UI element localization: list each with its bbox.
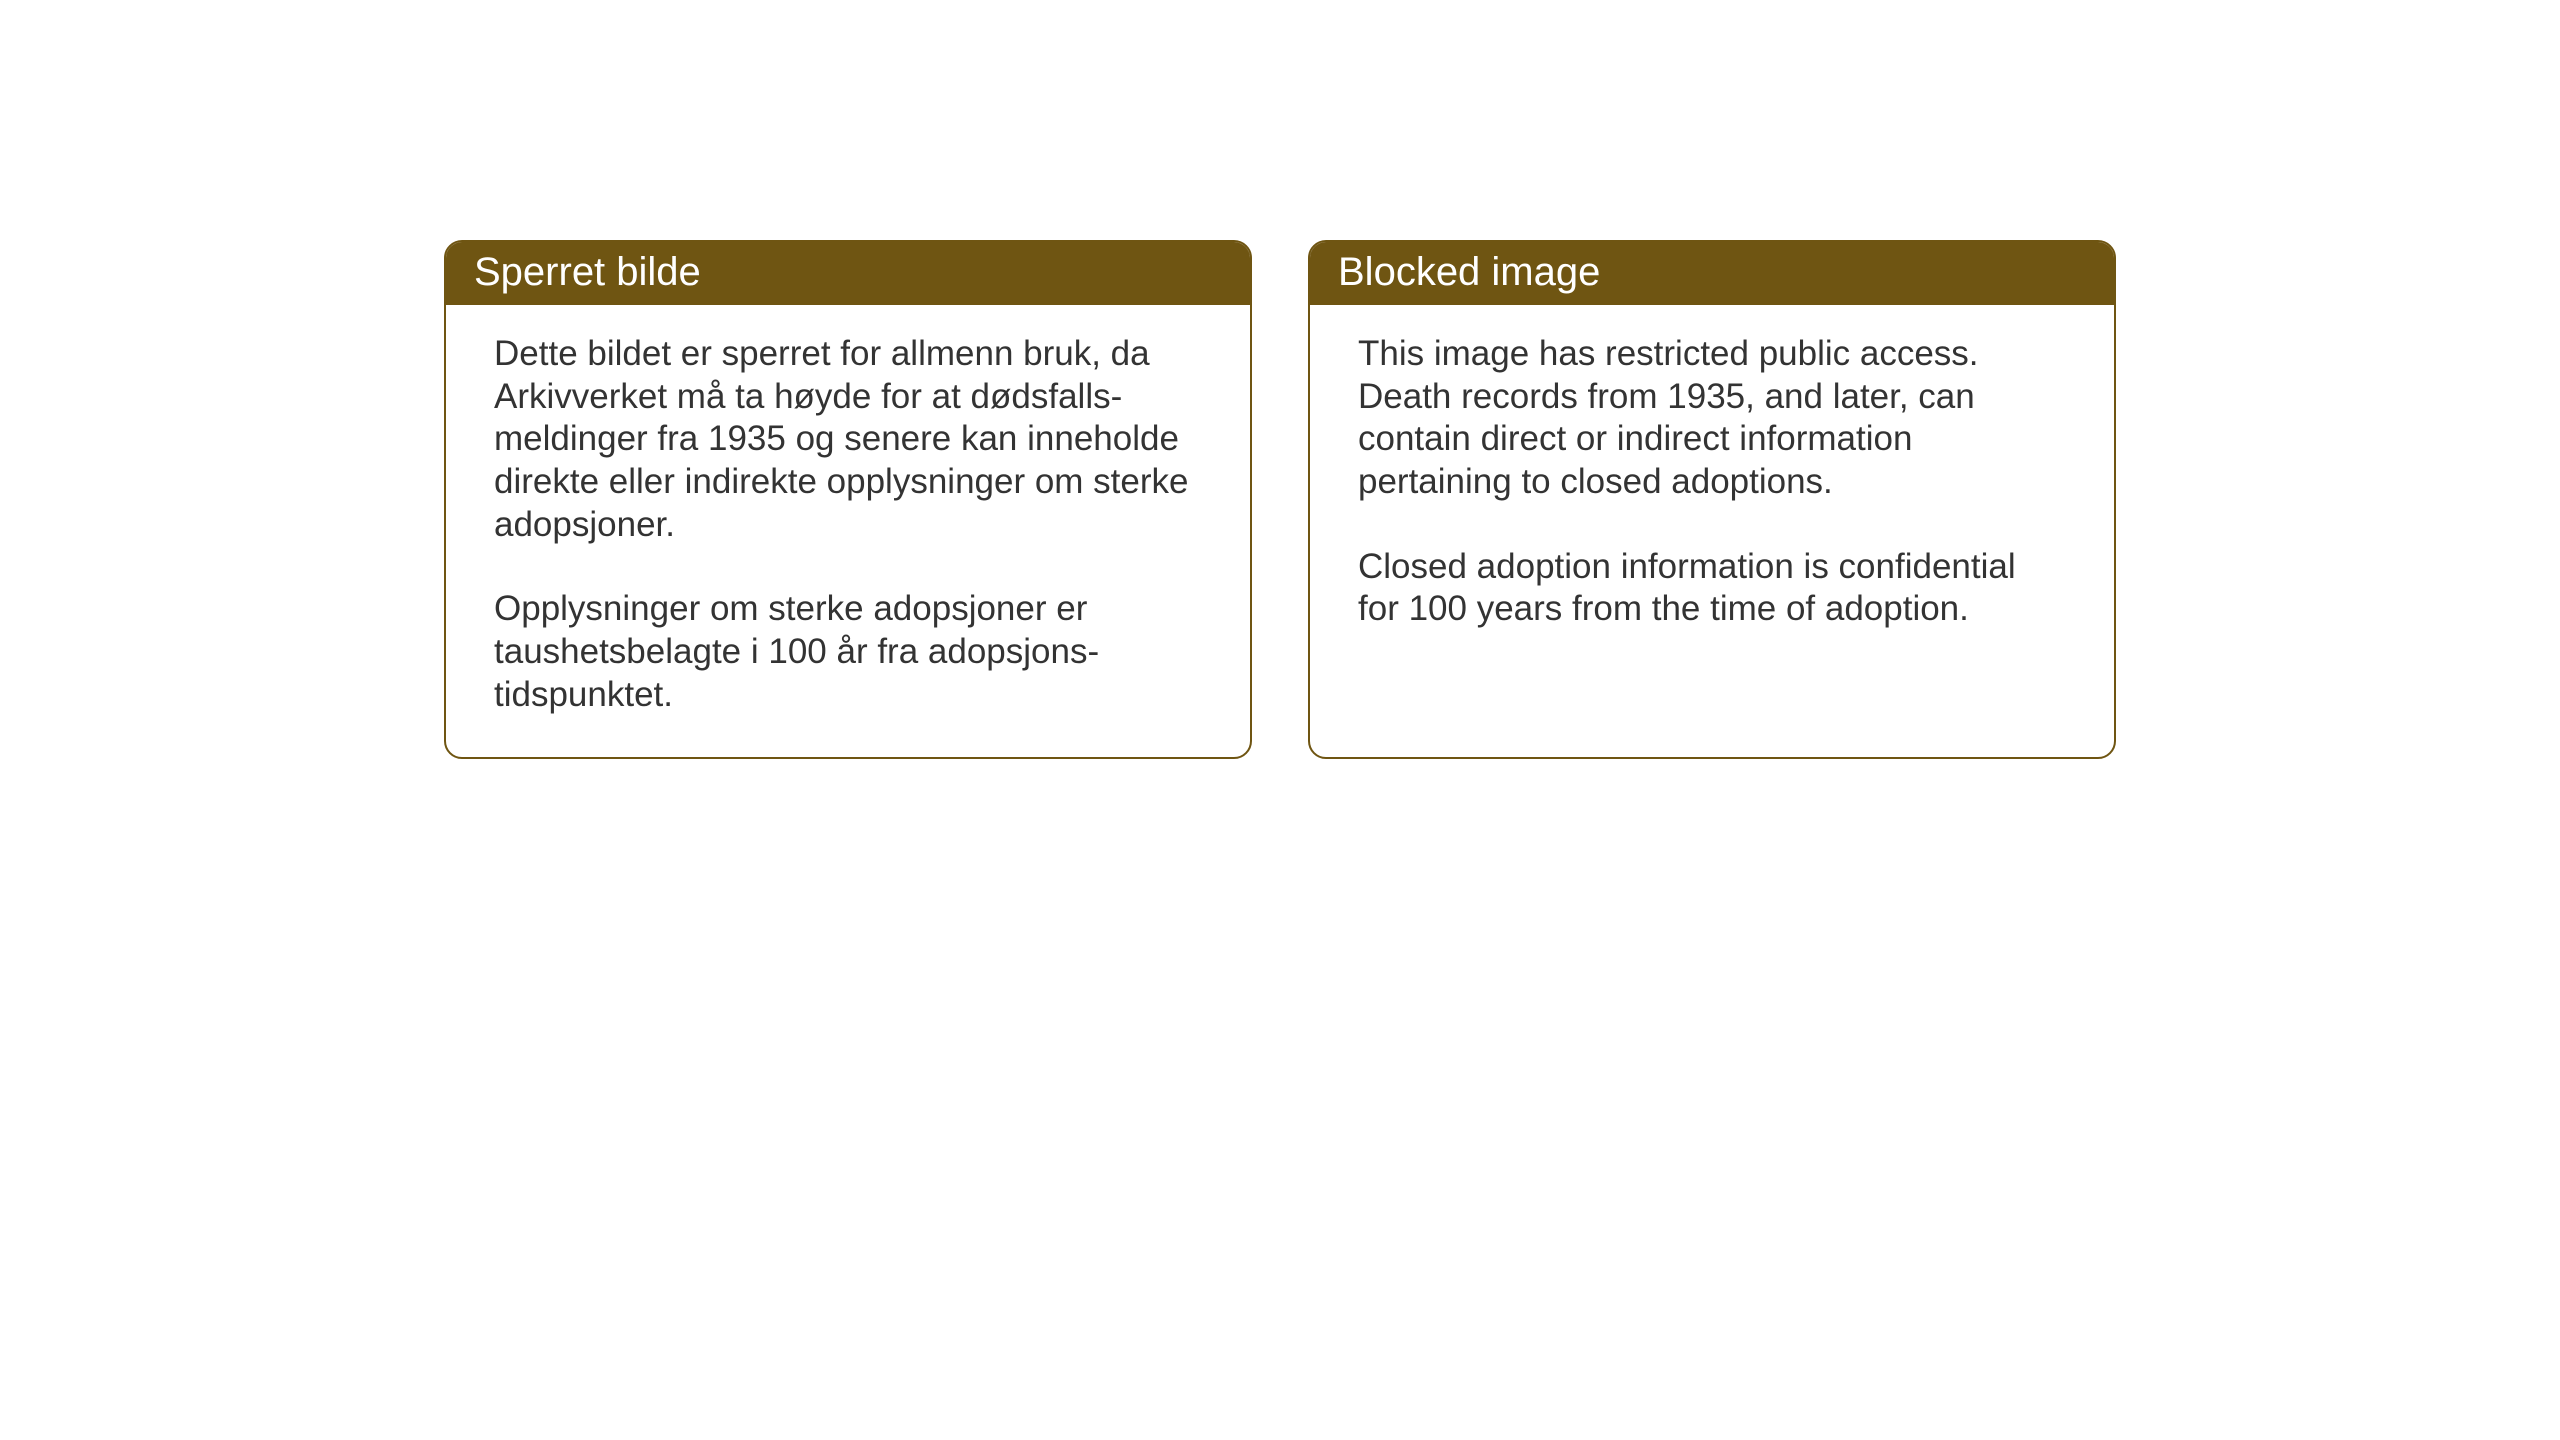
norwegian-card-header: Sperret bilde [446,242,1250,305]
norwegian-paragraph-1: Dette bildet er sperret for allmenn bruk… [494,333,1202,546]
english-card-header: Blocked image [1310,242,2114,305]
norwegian-notice-card: Sperret bilde Dette bildet er sperret fo… [444,240,1252,759]
english-card-body: This image has restricted public access.… [1310,305,2114,671]
notice-cards-container: Sperret bilde Dette bildet er sperret fo… [444,240,2116,759]
english-notice-card: Blocked image This image has restricted … [1308,240,2116,759]
norwegian-card-body: Dette bildet er sperret for allmenn bruk… [446,305,1250,757]
english-paragraph-1: This image has restricted public access.… [1358,333,2066,504]
norwegian-paragraph-2: Opplysninger om sterke adopsjoner er tau… [494,588,1202,716]
english-paragraph-2: Closed adoption information is confident… [1358,546,2066,631]
